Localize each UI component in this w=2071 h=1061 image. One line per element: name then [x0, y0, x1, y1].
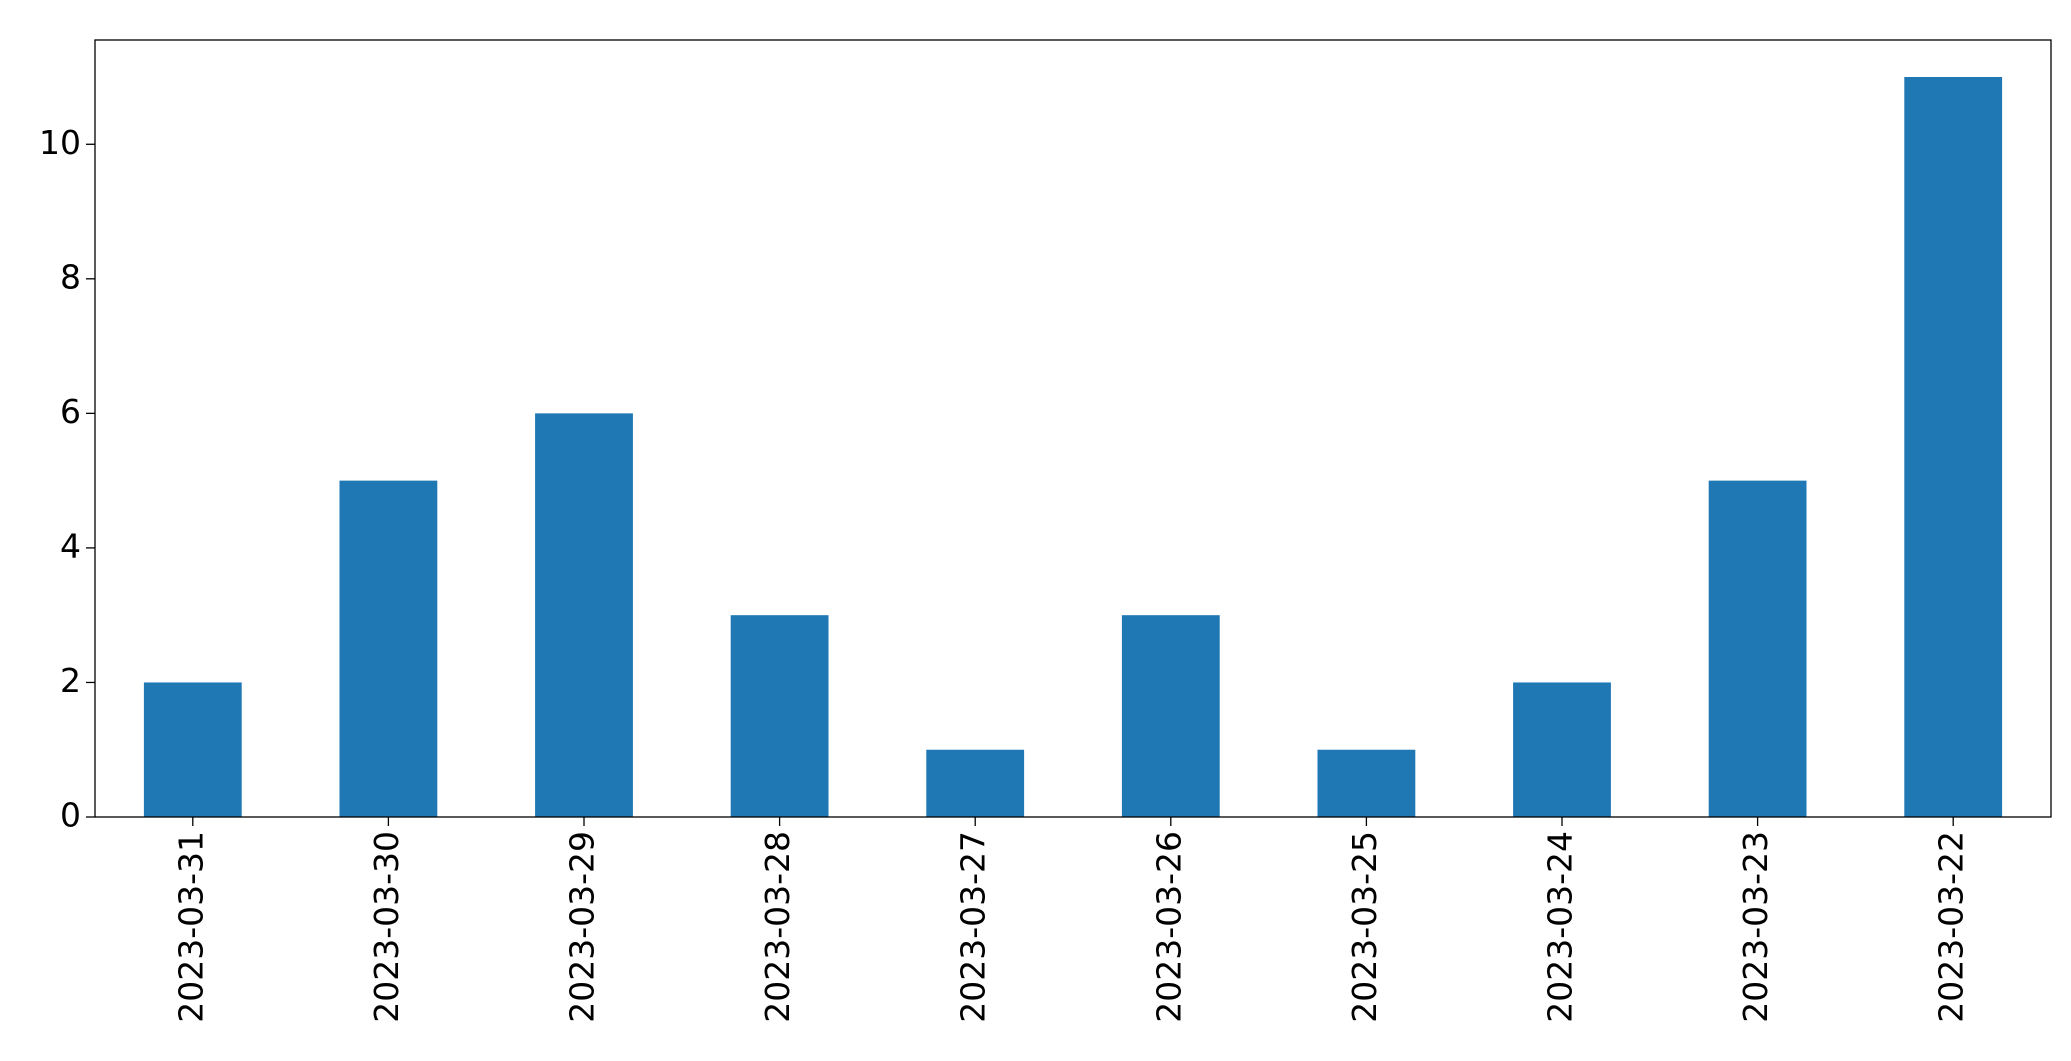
x-tick-label: 2023-03-24: [1541, 831, 1580, 1023]
bar: [1904, 77, 2003, 817]
x-tick-label: 2023-03-22: [1932, 831, 1971, 1023]
y-tick-label: 6: [60, 392, 81, 431]
bar: [1121, 615, 1220, 817]
y-tick-label: 4: [60, 526, 81, 565]
bar: [1708, 480, 1807, 817]
y-tick-label: 8: [60, 257, 81, 296]
bar: [730, 615, 829, 817]
x-tick-label: 2023-03-27: [954, 831, 993, 1023]
x-tick-label: 2023-03-29: [563, 831, 602, 1023]
x-tick-label: 2023-03-23: [1736, 831, 1775, 1023]
y-tick-label: 0: [60, 796, 81, 835]
bar: [1513, 682, 1611, 817]
y-tick-label: 2: [60, 661, 81, 700]
bar: [535, 413, 633, 817]
x-tick-label: 2023-03-30: [367, 831, 406, 1023]
x-tick-label: 2023-03-25: [1345, 831, 1384, 1023]
y-tick-label: 10: [39, 123, 81, 162]
plot-frame: [94, 39, 2052, 818]
bar: [339, 480, 438, 817]
x-tick-label: 2023-03-28: [758, 831, 797, 1023]
bar: [143, 682, 242, 817]
bar: [1317, 749, 1416, 817]
x-tick-label: 2023-03-26: [1149, 831, 1188, 1023]
bar: [926, 749, 1025, 817]
x-tick-label: 2023-03-31: [171, 831, 210, 1023]
